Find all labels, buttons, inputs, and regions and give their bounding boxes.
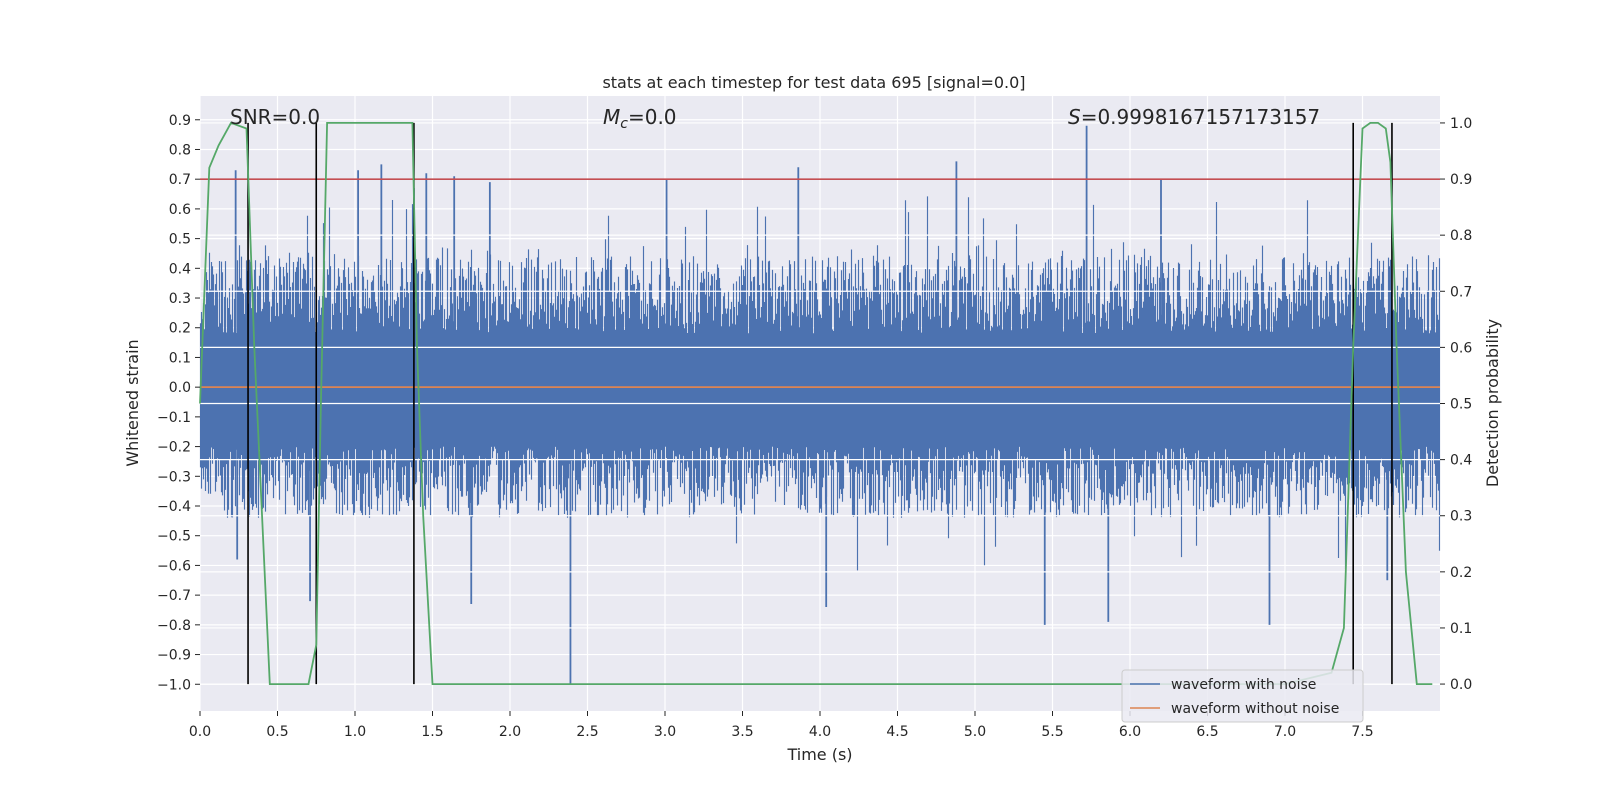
y2-tick-label: 0.9	[1450, 172, 1472, 188]
y-tick-label: −0.6	[157, 558, 191, 574]
x-tick-label: 5.0	[964, 724, 986, 740]
y-tick-label: −0.9	[157, 648, 191, 664]
y-tick-label: 0.2	[169, 321, 191, 337]
y-tick-label: 0.8	[169, 142, 191, 158]
y-tick-label: 0.6	[169, 202, 191, 218]
y-tick-label: −0.4	[157, 499, 191, 515]
x-tick-label: 3.5	[731, 724, 753, 740]
y-tick-label: 0.3	[169, 291, 191, 307]
s-value: =0.9998167157173157	[1081, 105, 1320, 129]
x-tick-label: 3.0	[654, 724, 676, 740]
y2-axis-label: Detection probability	[1483, 319, 1502, 487]
data-layer	[199, 121, 1441, 685]
legend-label-clean: waveform without noise	[1171, 701, 1339, 717]
x-tick-label: 6.5	[1196, 724, 1218, 740]
y2-tick-label: 0.3	[1450, 509, 1472, 525]
x-tick-label: 4.5	[886, 724, 908, 740]
y-tick-label: 0.7	[169, 172, 191, 188]
y-tick-label: 0.9	[169, 113, 191, 129]
x-tick-label: 2.5	[576, 724, 598, 740]
y2-tick-label: 0.7	[1450, 284, 1472, 300]
y-axis-label: Whitened strain	[123, 339, 142, 466]
y-tick-label: −0.1	[157, 410, 191, 426]
y-tick-label: −0.5	[157, 529, 191, 545]
x-tick-label: 2.0	[499, 724, 521, 740]
mc-value: =0.0	[628, 105, 677, 129]
s-annotation: S=0.9998167157173157	[1068, 105, 1320, 129]
y2-tick-label: 0.8	[1450, 228, 1472, 244]
x-tick-label: 7.0	[1274, 724, 1296, 740]
y2-tick-label: 1.0	[1450, 116, 1472, 132]
snr-annotation: SNR=0.0	[230, 105, 320, 129]
x-tick-label: 0.0	[189, 724, 211, 740]
legend: waveform with noise waveform without noi…	[1121, 669, 1364, 723]
mc-subscript: c	[620, 116, 628, 132]
mc-symbol: M	[603, 105, 620, 129]
x-tick-label: 4.0	[809, 724, 831, 740]
y-tick-label: 0.1	[169, 350, 191, 366]
axes: 0.0 0.5 1.0 1.5 2.0 2.5 3.0 3.5 4.0 4.5 5.0 5.5 6.0 6…	[157, 113, 1472, 740]
legend-label-noise: waveform with noise	[1171, 677, 1316, 693]
y-tick-label: −0.7	[157, 588, 191, 604]
y-tick-label: −1.0	[157, 677, 191, 693]
chart-title: stats at each timestep for test data 695…	[602, 73, 1025, 92]
x-axis-label: Time (s)	[786, 745, 852, 764]
y2-tick-label: 0.0	[1450, 677, 1472, 693]
x-tick-label: 6.0	[1119, 724, 1141, 740]
legend-box	[1121, 669, 1364, 723]
y-tick-label: 0.0	[169, 380, 191, 396]
s-symbol: S	[1068, 105, 1081, 129]
y-tick-label: −0.2	[157, 440, 191, 456]
y2-tick-label: 0.1	[1450, 621, 1472, 637]
y-tick-label: 0.5	[169, 232, 191, 248]
mc-annotation: Mc=0.0	[603, 105, 677, 132]
x-tick-label: 0.5	[266, 724, 288, 740]
y2-tick-label: 0.6	[1450, 340, 1472, 356]
y-tick-label: 0.4	[169, 261, 191, 277]
y-tick-label: −0.8	[157, 618, 191, 634]
x-tick-label: 1.0	[344, 724, 366, 740]
detection-probability-line	[199, 121, 1433, 685]
y2-tick-label: 0.2	[1450, 565, 1472, 581]
y-tick-label: −0.3	[157, 469, 191, 485]
x-tick-label: 7.5	[1351, 724, 1373, 740]
x-tick-label: 1.5	[421, 724, 443, 740]
y2-tick-label: 0.5	[1450, 397, 1472, 413]
y2-tick-label: 0.4	[1450, 453, 1472, 469]
x-tick-label: 5.5	[1041, 724, 1063, 740]
